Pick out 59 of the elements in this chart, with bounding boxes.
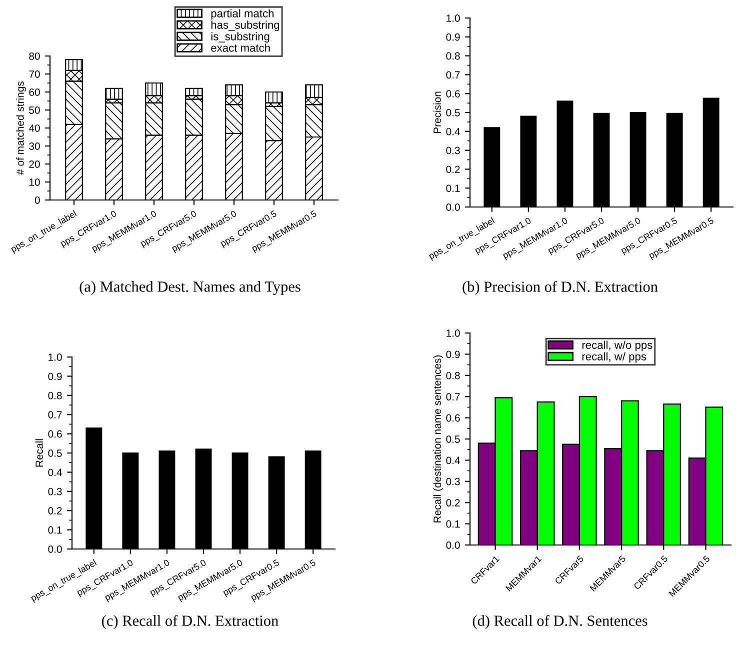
y-tick-label: 0.2 (48, 507, 62, 514)
y-tick-label: 1.0 (446, 14, 460, 22)
y-tick-label: 0.5 (446, 109, 460, 116)
y-tick-label: 0.3 (48, 488, 62, 496)
y-tick-label: 0 (34, 196, 40, 204)
legend-label: exact match (211, 44, 270, 52)
y-tick-label: 0.6 (48, 430, 62, 438)
y-tick-label: 0.9 (446, 33, 460, 41)
y-tick-label: 0.8 (446, 372, 460, 380)
y-tick-label: 0.3 (446, 478, 460, 486)
legend-label: has_substring (211, 20, 280, 32)
y-tick-label: 10 (29, 178, 40, 186)
y-tick-label: 0.2 (446, 166, 460, 174)
text: (c) Recall of D.N. Extraction (102, 614, 278, 630)
y-tick-label: 0.4 (446, 128, 460, 136)
y-tick-label: 30 (29, 142, 40, 150)
y-tick-label: 0.7 (48, 411, 62, 418)
text: (d) Recall of D.N. Sentences (472, 614, 648, 630)
y-tick-label: 60 (29, 88, 40, 96)
y-tick-label: 40 (28, 124, 40, 132)
y-tick-label: 20 (29, 160, 40, 168)
y-tick-label: 0.7 (446, 71, 460, 79)
y-tick-label: 50 (29, 106, 40, 114)
y-tick-label: 0.8 (48, 392, 62, 400)
y-tick-label: 70 (29, 70, 40, 78)
y-tick-label: 80 (29, 52, 40, 60)
y-tick-label: 0.5 (446, 436, 460, 443)
text: (a) Matched Dest. Names and Types (80, 281, 300, 295)
y-tick-label: 0.5 (48, 450, 62, 457)
y-tick-label: 0.9 (446, 350, 460, 358)
y-tick-label: 0.7 (446, 393, 460, 400)
y-tick-label: 0.3 (446, 146, 460, 154)
bar (105, 88, 123, 100)
bar (265, 91, 283, 104)
y-tick-label: 0.1 (48, 526, 62, 534)
bar (185, 88, 203, 96)
y-tick-label: 1.0 (48, 354, 62, 361)
legend-label: partial match (211, 9, 274, 20)
y-tick-label: 0.6 (446, 90, 460, 98)
y-tick-label: 0.8 (446, 52, 460, 60)
y-tick-label: 0.9 (48, 372, 62, 380)
y-axis-title: Recall (35, 439, 43, 467)
y-axis-title: # of matched strings (16, 81, 26, 175)
y-tick-label: 0.6 (446, 414, 460, 422)
y-tick-label: 0.4 (48, 468, 62, 476)
y-tick-label: 0.0 (446, 204, 460, 211)
y-tick-label: 0.2 (446, 499, 460, 506)
y-axis-title: Recall (destination name sentences) (433, 355, 444, 522)
y-tick-label: 0.4 (446, 456, 460, 464)
legend-label: recall, w/o pps (582, 340, 652, 352)
legend-label: is_substring (211, 32, 270, 43)
y-tick-label: 0.1 (446, 520, 460, 528)
y-axis-title: Precision (433, 92, 441, 134)
y-tick-label: 0.0 (446, 542, 460, 549)
text: (b) Precision of D.N. Extraction (462, 280, 658, 296)
y-tick-label: 1.0 (446, 330, 460, 337)
legend-label: recall, w/ pps (582, 352, 646, 363)
y-tick-label: 0.1 (446, 184, 460, 192)
y-tick-label: 0.0 (48, 546, 62, 553)
